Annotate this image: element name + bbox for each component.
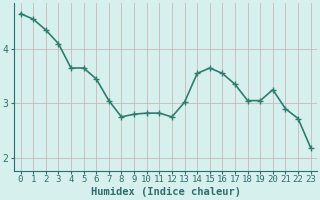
X-axis label: Humidex (Indice chaleur): Humidex (Indice chaleur) [91,187,241,197]
